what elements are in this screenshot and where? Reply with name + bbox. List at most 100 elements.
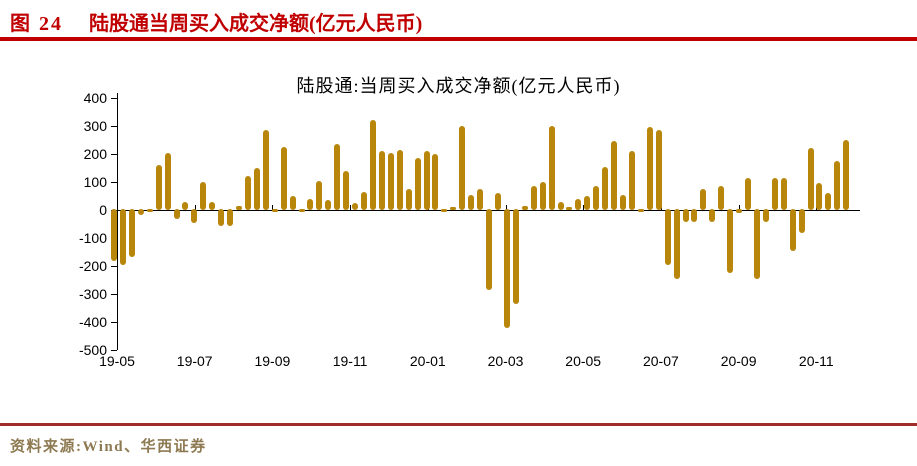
x-axis-tick bbox=[117, 205, 118, 210]
figure-caption: 图 24 陆股通当周买入成交净额(亿元人民币) bbox=[10, 7, 910, 36]
y-axis-tick bbox=[111, 350, 117, 351]
chart-title: 陆股通:当周买入成交净额(亿元人民币) bbox=[296, 76, 621, 96]
y-axis-label: 100 bbox=[83, 174, 107, 190]
x-axis-label: 20-09 bbox=[720, 353, 757, 369]
x-axis-label: 20-11 bbox=[798, 353, 834, 369]
bar-week-23 bbox=[307, 198, 314, 210]
x-axis-label: 19-11 bbox=[332, 353, 368, 369]
y-axis-label: -400 bbox=[78, 314, 107, 330]
bar-week-8 bbox=[173, 209, 180, 219]
bar-week-15 bbox=[236, 205, 243, 210]
x-axis-label: 20-05 bbox=[565, 353, 602, 369]
bar-week-64 bbox=[673, 209, 680, 279]
x-axis-label: 20-07 bbox=[642, 353, 679, 369]
bar-week-68 bbox=[709, 209, 716, 222]
bar-week-44 bbox=[494, 193, 501, 210]
bar-week-66 bbox=[691, 209, 698, 222]
y-axis-label: -200 bbox=[78, 258, 107, 274]
bar-week-65 bbox=[682, 209, 689, 222]
y-axis-label: 200 bbox=[83, 146, 107, 162]
y-axis bbox=[117, 93, 118, 350]
y-axis-label: 0 bbox=[99, 202, 107, 218]
bar-week-32 bbox=[387, 152, 394, 210]
bar-week-25 bbox=[325, 200, 332, 210]
bar-week-35 bbox=[414, 158, 421, 210]
y-axis-tick bbox=[111, 182, 117, 183]
y-axis-label: -300 bbox=[78, 286, 107, 302]
y-axis-label: 300 bbox=[83, 118, 107, 134]
bar-week-4 bbox=[137, 209, 144, 215]
x-axis-tick bbox=[738, 205, 740, 210]
bar-week-24 bbox=[316, 180, 323, 210]
bar-week-18 bbox=[262, 130, 269, 210]
bar-week-21 bbox=[289, 196, 296, 210]
bar-week-62 bbox=[655, 130, 662, 210]
bar-week-48 bbox=[530, 186, 537, 210]
bar-week-22 bbox=[298, 209, 305, 212]
bar-week-71 bbox=[736, 209, 743, 214]
bar-week-1 bbox=[111, 209, 117, 261]
bar-week-59 bbox=[628, 151, 635, 210]
bar-week-19 bbox=[271, 209, 278, 212]
bar-week-73 bbox=[753, 209, 760, 279]
x-axis-tick bbox=[194, 205, 196, 210]
bar-week-16 bbox=[244, 176, 251, 210]
bar-week-7 bbox=[164, 152, 171, 210]
bar-week-63 bbox=[664, 209, 671, 265]
source-note: 资料来源:Wind、华西证券 bbox=[10, 439, 207, 455]
bar-week-79 bbox=[807, 148, 814, 210]
y-axis-label: -100 bbox=[78, 230, 107, 246]
bar-week-83 bbox=[843, 140, 850, 210]
y-axis-tick bbox=[111, 322, 117, 323]
bar-week-58 bbox=[620, 194, 626, 210]
bar-week-17 bbox=[253, 168, 260, 210]
y-axis-tick bbox=[111, 294, 117, 295]
x-axis-label: 20-03 bbox=[487, 353, 524, 369]
y-axis-tick bbox=[111, 154, 117, 155]
bar-week-36 bbox=[423, 151, 430, 210]
x-axis-label: 19-07 bbox=[176, 353, 213, 369]
bar-week-40 bbox=[459, 126, 466, 210]
y-axis-label: 400 bbox=[83, 90, 107, 106]
bar-week-56 bbox=[602, 166, 609, 210]
bar-week-12 bbox=[209, 201, 216, 210]
bar-week-3 bbox=[128, 209, 135, 257]
bar-week-2 bbox=[119, 209, 126, 265]
bar-week-31 bbox=[378, 151, 385, 210]
x-axis-tick bbox=[505, 205, 507, 210]
bar-week-6 bbox=[155, 165, 162, 210]
bar-week-9 bbox=[182, 201, 189, 210]
bar-week-72 bbox=[745, 177, 752, 210]
bar-week-76 bbox=[780, 177, 787, 210]
bar-week-38 bbox=[441, 209, 448, 212]
bar-week-53 bbox=[575, 198, 582, 210]
bar-week-42 bbox=[477, 189, 484, 210]
bar-week-29 bbox=[361, 191, 368, 210]
bar-week-49 bbox=[539, 182, 546, 210]
y-axis-tick bbox=[111, 126, 117, 127]
y-axis-tick bbox=[111, 266, 117, 267]
bar-week-82 bbox=[834, 161, 841, 210]
bar-week-46 bbox=[512, 209, 519, 305]
bar-week-51 bbox=[557, 201, 564, 210]
bar-week-80 bbox=[816, 183, 823, 210]
bar-week-10 bbox=[191, 209, 198, 223]
bar-week-67 bbox=[700, 189, 707, 210]
bar-week-60 bbox=[637, 209, 644, 212]
footer-rule bbox=[0, 423, 917, 426]
x-axis-label: 20-01 bbox=[409, 353, 446, 369]
bar-week-39 bbox=[450, 207, 457, 210]
bar-week-13 bbox=[218, 209, 225, 226]
bar-week-54 bbox=[584, 196, 591, 210]
bar-week-28 bbox=[352, 203, 359, 210]
bar-chart: 陆股通:当周买入成交净额(亿元人民币) 400 300 200 100 0 -100 -20… bbox=[78, 76, 860, 369]
bar-week-5 bbox=[146, 209, 153, 212]
bar-week-74 bbox=[762, 209, 769, 222]
bar-week-34 bbox=[405, 189, 412, 210]
bar-week-26 bbox=[334, 144, 341, 210]
bar-week-43 bbox=[486, 209, 493, 291]
bar-week-47 bbox=[521, 205, 528, 210]
y-axis-tick bbox=[111, 98, 117, 99]
bar-week-50 bbox=[548, 126, 555, 210]
bar-week-41 bbox=[468, 194, 475, 210]
